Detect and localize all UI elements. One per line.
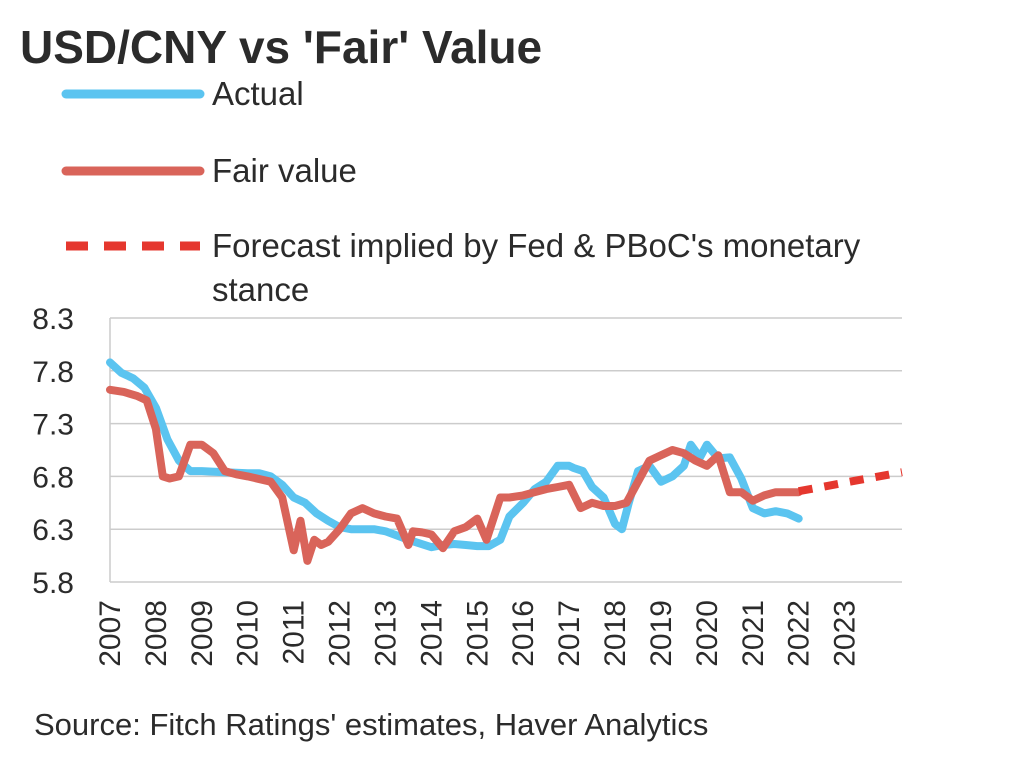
series-lines <box>106 358 903 565</box>
x-tick-label-2013: 2013 <box>369 600 402 667</box>
legend-label-forecast-line2: stance <box>212 271 309 308</box>
series-line-forecast-implied-by-fed-pboc-s-monetary-stance <box>797 468 903 496</box>
x-tick-label-2007: 2007 <box>94 600 127 667</box>
x-tick-label-2021: 2021 <box>737 600 770 667</box>
legend-label-fair-value: Fair value <box>212 152 357 189</box>
source-note: Source: Fitch Ratings' estimates, Haver … <box>34 707 708 742</box>
x-tick-label-2012: 2012 <box>324 600 357 667</box>
y-tick-label-1: 7.8 <box>32 356 74 389</box>
y-axis: 8.3 7.8 7.3 6.8 6.3 5.8 <box>32 303 111 600</box>
x-tick-label-2022: 2022 <box>783 600 816 667</box>
x-tick-label-2018: 2018 <box>599 600 632 667</box>
y-tick-label-0: 8.3 <box>32 303 74 336</box>
y-tick-label-4: 6.3 <box>32 514 74 547</box>
legend-label-actual: Actual <box>212 75 304 112</box>
gridlines <box>110 317 902 583</box>
chart-title: USD/CNY vs 'Fair' Value <box>20 21 542 73</box>
x-tick-label-2023: 2023 <box>829 600 862 667</box>
x-tick-label-2010: 2010 <box>232 600 265 667</box>
legend: Actual Fair value Forecast implied by Fe… <box>61 75 861 308</box>
legend-label-forecast: Forecast implied by Fed & PBoC's monetar… <box>212 227 861 264</box>
x-tick-label-2017: 2017 <box>553 600 586 667</box>
y-tick-label-3: 6.8 <box>32 461 74 494</box>
x-tick-label-2014: 2014 <box>415 600 448 667</box>
x-tick-label-2015: 2015 <box>461 600 494 667</box>
x-tick-label-2009: 2009 <box>186 600 219 667</box>
y-tick-label-2: 7.3 <box>32 409 74 442</box>
x-tick-label-2016: 2016 <box>507 600 540 667</box>
x-tick-label-2019: 2019 <box>645 600 678 667</box>
x-axis: 2007 2008 2009 2010 2011 2012 2013 2014 2015 2016… <box>94 600 862 667</box>
series-line-fair-value <box>106 385 803 565</box>
x-tick-label-2020: 2020 <box>691 600 724 667</box>
y-tick-label-5: 5.8 <box>32 567 74 600</box>
x-tick-label-2011: 2011 <box>278 600 311 665</box>
x-tick-label-2008: 2008 <box>140 600 173 667</box>
